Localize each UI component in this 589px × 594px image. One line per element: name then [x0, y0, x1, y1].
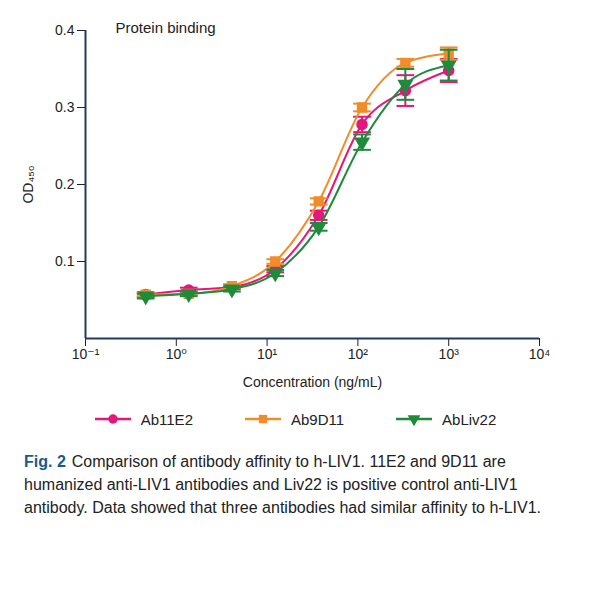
svg-text:Protein binding: Protein binding	[116, 19, 216, 36]
svg-text:Concentration (ng/mL): Concentration (ng/mL)	[243, 374, 382, 390]
svg-text:0.1: 0.1	[55, 253, 75, 269]
svg-text:10⁰: 10⁰	[166, 346, 188, 362]
svg-text:0.4: 0.4	[55, 22, 75, 38]
html-text:Fig. 2 Comparison of antibody: Fig. 2 Comparison of antibody affinity t…	[24, 453, 541, 517]
svg-text:10⁴: 10⁴	[529, 346, 551, 362]
html-text:AbLiv22: AbLiv22	[442, 410, 497, 428]
svg-text:10⁻¹: 10⁻¹	[72, 346, 100, 362]
svg-text:10²: 10²	[348, 346, 369, 362]
svg-text:10³: 10³	[439, 346, 460, 362]
html-text:Ab9D11: Ab9D11	[291, 410, 345, 428]
html-text:Ab11E2: Ab11E2	[140, 410, 193, 428]
svg-text:OD₄₅₀: OD₄₅₀	[20, 165, 36, 203]
svg-text:10¹: 10¹	[257, 346, 278, 362]
svg-text:0.2: 0.2	[55, 176, 75, 192]
svg-text:0.3: 0.3	[55, 99, 75, 115]
